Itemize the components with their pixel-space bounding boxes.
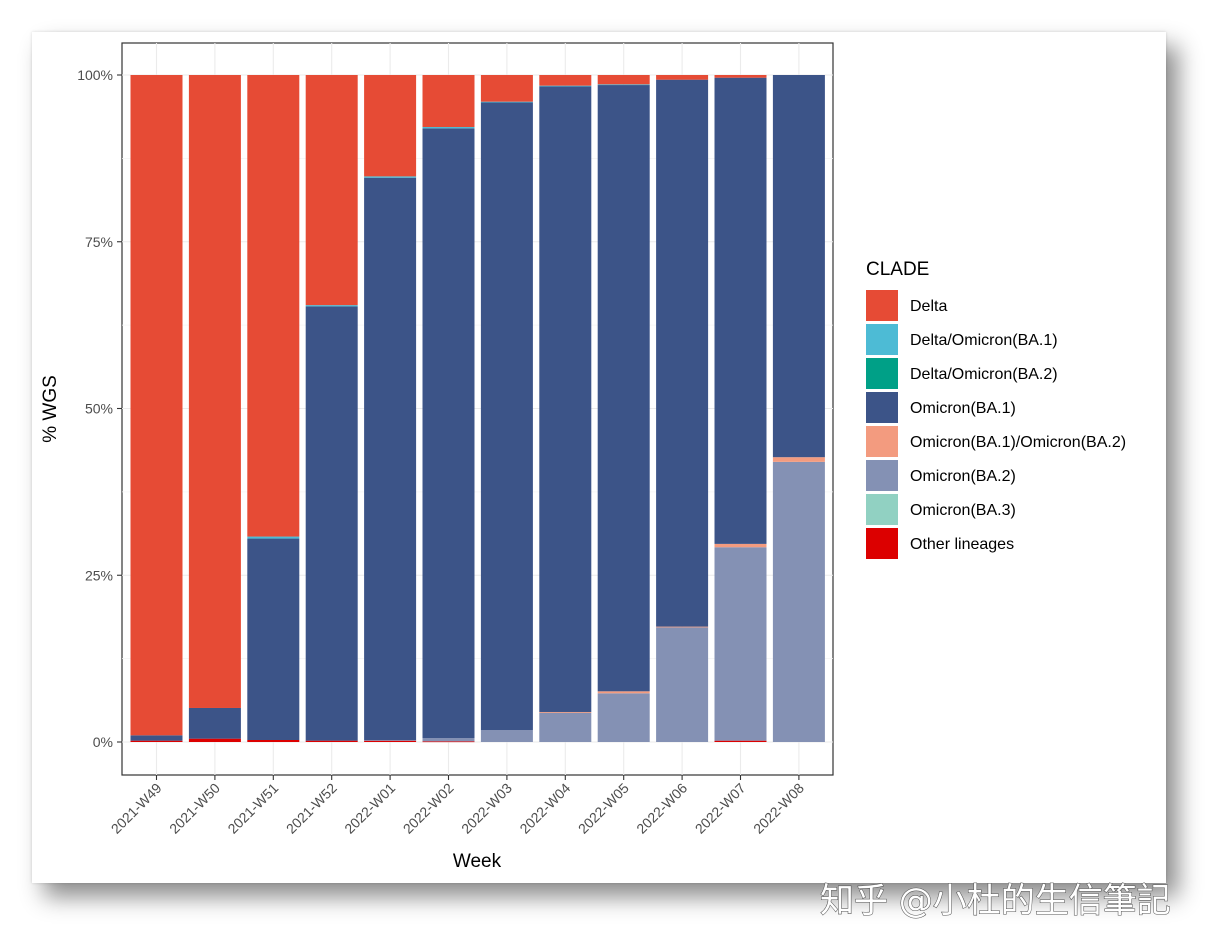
legend-key-omicron-ba-1-omicron-ba-2- (866, 426, 898, 457)
bar-segment-2022-W05-omicron-ba-1- (597, 85, 650, 692)
bar-segment-2022-W01-omicron-ba-2- (364, 739, 417, 741)
bar-segment-2022-W01-other-lineages (364, 740, 417, 742)
y-tick-label: 100% (77, 67, 113, 83)
x-tick-label: 2022-W08 (750, 780, 807, 837)
legend-key-delta-omicron-ba-1- (866, 324, 898, 355)
legend-label: Omicron(BA.3) (910, 502, 1016, 519)
bar-segment-2021-W52-delta (305, 75, 358, 306)
legend-label: Delta/Omicron(BA.2) (910, 366, 1058, 383)
bar-segment-2021-W51-other-lineages (247, 739, 300, 742)
x-tick-label: 2021-W50 (166, 780, 223, 837)
legend-label: Omicron(BA.1)/Omicron(BA.2) (910, 434, 1126, 451)
bar-segment-2022-W04-delta (539, 75, 592, 86)
stacked-bar-chart: 0% 25% 50% 75% 100% 2021-W49 2021-W50 2021-W51… (40, 42, 1126, 872)
x-tick-label: 2022-W02 (400, 780, 457, 837)
bar-segment-2021-W49-omicron-ba-1- (130, 735, 183, 741)
x-tick-label: 2022-W06 (633, 780, 690, 837)
legend-title: CLADE (866, 259, 929, 280)
legend: Delta Delta/Omicron(BA.1) Delta/Omicron(BA… (866, 290, 1126, 559)
bar-segment-2022-W05-omicron-ba-2- (597, 693, 650, 742)
bar-segment-2022-W04-omicron-ba-1-omicron-ba-2- (539, 711, 592, 713)
bar-segment-2021-W50-omicron-ba-1- (188, 707, 241, 739)
bar-segment-2022-W02-omicron-ba-2- (422, 737, 475, 742)
legend-key-omicron-ba-2- (866, 460, 898, 491)
bar-segment-2022-W04-omicron-ba-2- (539, 712, 592, 742)
x-tick-label: 2022-W07 (692, 780, 749, 837)
legend-key-delta-omicron-ba-2- (866, 358, 898, 389)
bar-segment-2022-W08-omicron-ba-1- (772, 75, 825, 458)
bar-segment-2021-W52-delta-omicron-ba-1- (305, 305, 358, 307)
bar-segment-2021-W52-omicron-ba-1- (305, 306, 358, 741)
legend-label: Delta (910, 298, 947, 315)
bar-segment-2022-W07-omicron-ba-2- (714, 547, 767, 741)
bar-segment-2021-W52-other-lineages (305, 740, 358, 742)
x-tick-label: 2022-W05 (575, 780, 632, 837)
legend-key-delta (866, 290, 898, 321)
legend-label: Omicron(BA.1) (910, 400, 1016, 417)
legend-label: Delta/Omicron(BA.1) (910, 332, 1058, 349)
bar-segment-2022-W05-omicron-ba-1-omicron-ba-2- (597, 691, 650, 694)
legend-label: Omicron(BA.2) (910, 468, 1016, 485)
bar-segment-2022-W07-omicron-ba-1- (714, 77, 767, 544)
bar-segment-2022-W01-delta (364, 75, 417, 177)
bar-segment-2022-W05-delta-omicron-ba-1- (597, 84, 650, 86)
bar-segment-2022-W07-omicron-ba-1-omicron-ba-2- (714, 543, 767, 548)
bar-segment-2022-W08-omicron-ba-1-omicron-ba-2- (772, 457, 825, 462)
x-tick-label: 2021-W52 (283, 780, 340, 837)
bar-segment-2021-W51-delta (247, 75, 300, 537)
bar-segment-2022-W08-omicron-ba-2- (772, 461, 825, 742)
bar-segment-2022-W05-delta (597, 75, 650, 85)
bar-segment-2021-W49-other-lineages (130, 740, 183, 742)
legend-label: Other lineages (910, 536, 1014, 553)
bar-segment-2022-W06-delta (656, 75, 709, 80)
x-axis-title: Week (453, 851, 502, 872)
legend-key-other-lineages (866, 528, 898, 559)
x-tick-label: 2021-W51 (224, 780, 281, 837)
bar-segment-2021-W51-delta-omicron-ba-1- (247, 536, 300, 539)
y-tick-label: 75% (85, 234, 113, 250)
watermark-layer: 知乎 @小杜的生信筆記 (819, 880, 1171, 921)
bar-segment-2021-W49-delta (130, 75, 183, 736)
x-tick-label: 2022-W03 (458, 780, 515, 837)
y-axis: 0% 25% 50% 75% 100% (77, 67, 122, 750)
bar-segment-2022-W02-omicron-ba-1- (422, 128, 475, 738)
bar-segment-2021-W50-other-lineages (188, 738, 241, 742)
y-axis-title: % WGS (40, 375, 61, 443)
y-tick-label: 25% (85, 567, 113, 583)
figure-card: 0% 25% 50% 75% 100% 2021-W49 2021-W50 2021-W51… (32, 32, 1166, 883)
x-axis: 2021-W49 2021-W50 2021-W51 2021-W52 2022-W01… (108, 775, 807, 837)
watermark-text: 知乎 @小杜的生信筆記 (820, 881, 1171, 921)
y-tick-label: 0% (93, 734, 113, 750)
bar-segment-2022-W01-delta-omicron-ba-1- (364, 176, 417, 178)
legend-key-omicron-ba-1- (866, 392, 898, 423)
x-tick-label: 2022-W01 (341, 780, 398, 837)
bar-segment-2022-W02-delta (422, 75, 475, 128)
bar-segment-2021-W51-omicron-ba-1- (247, 538, 300, 740)
bar-segment-2022-W02-other-lineages (422, 741, 475, 743)
legend-key-omicron-ba-3- (866, 494, 898, 525)
bar-segment-2022-W07-other-lineages (714, 740, 767, 742)
bar-segment-2022-W03-delta-omicron-ba-1- (480, 101, 533, 103)
bar-segment-2022-W01-omicron-ba-1- (364, 177, 417, 740)
bar-segment-2022-W06-omicron-ba-1-omicron-ba-2- (656, 626, 709, 628)
bar-segment-2022-W03-delta (480, 75, 533, 102)
bar-segment-2021-W50-delta (188, 75, 241, 708)
bar-segment-2022-W03-omicron-ba-1- (480, 102, 533, 730)
y-tick-label: 50% (85, 401, 113, 417)
bar-segment-2022-W04-omicron-ba-1- (539, 86, 592, 712)
bars-layer (130, 75, 825, 743)
bar-segment-2022-W03-omicron-ba-2- (480, 729, 533, 742)
bar-segment-2022-W06-omicron-ba-1- (656, 79, 709, 627)
x-tick-label: 2022-W04 (516, 780, 573, 837)
bar-segment-2022-W02-delta-omicron-ba-1- (422, 127, 475, 129)
x-tick-label: 2021-W49 (108, 780, 165, 837)
bar-segment-2022-W04-delta-omicron-ba-1- (539, 85, 592, 87)
bar-segment-2022-W07-delta (714, 75, 767, 78)
bar-segment-2022-W06-omicron-ba-2- (656, 627, 709, 742)
